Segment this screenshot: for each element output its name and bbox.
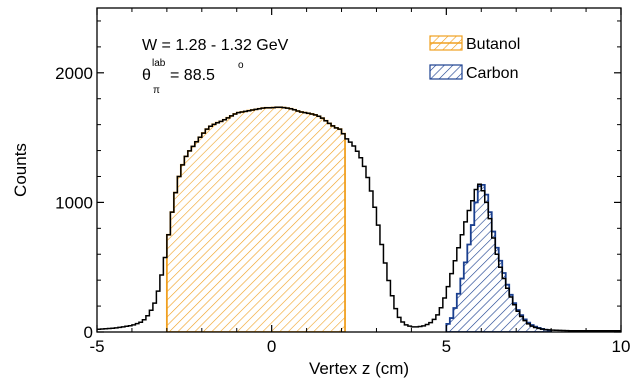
theta-degree: o	[238, 60, 244, 71]
y-tick-label: 1000	[55, 193, 93, 212]
legend-swatch-carbon	[429, 64, 463, 80]
theta-superscript: lab	[152, 58, 166, 69]
y-tick-label: 2000	[55, 64, 93, 83]
y-axis-label: Counts	[11, 143, 30, 197]
theta-symbol: θ	[142, 67, 151, 84]
theta-subscript: π	[153, 85, 160, 96]
legend: Butanol Carbon	[429, 35, 520, 82]
series-butanol-fill	[165, 106, 346, 332]
series-layer	[97, 106, 621, 332]
w-range-annotation: W = 1.28 - 1.32 GeV	[142, 37, 289, 54]
annotation-block: W = 1.28 - 1.32 GeV θ lab π = 88.5 o	[142, 37, 289, 96]
legend-label-carbon: Carbon	[466, 65, 518, 82]
y-tick-label: 0	[84, 323, 93, 342]
series-total-outline	[97, 106, 621, 332]
x-tick-label: -5	[89, 337, 104, 356]
theta-value: = 88.5	[170, 67, 215, 84]
x-tick-label: 0	[267, 337, 276, 356]
x-axis-label: Vertex z (cm)	[309, 359, 409, 378]
x-tick-label: 5	[442, 337, 451, 356]
x-tick-label: 10	[612, 337, 631, 356]
legend-label-butanol: Butanol	[466, 36, 520, 53]
plot-frame	[96, 7, 622, 333]
